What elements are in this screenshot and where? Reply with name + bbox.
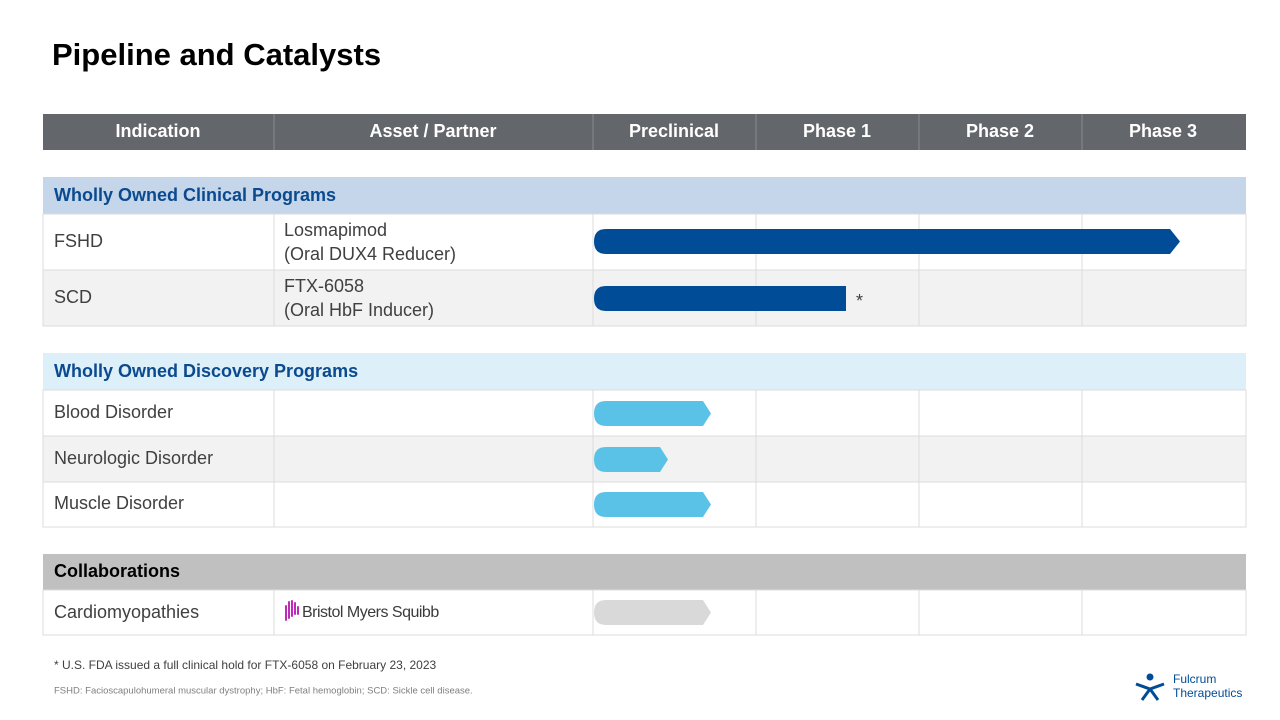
slide-title: Pipeline and Catalysts xyxy=(52,37,381,72)
column-header: Asset / Partner xyxy=(369,121,496,141)
section: Collaborations Cardiomyopathies Bristol … xyxy=(42,554,1247,636)
logo-icon xyxy=(1135,682,1165,701)
logo-text: Therapeutics xyxy=(1173,686,1242,700)
asset: Losmapimod xyxy=(284,220,387,240)
indication: FSHD xyxy=(54,231,103,251)
company-logo: Fulcrum Therapeutics xyxy=(1135,672,1242,701)
section: Wholly Owned Discovery Programs Blood Di… xyxy=(42,353,1247,528)
section-bg xyxy=(43,177,1246,214)
progress-bar xyxy=(594,401,711,426)
section-bg xyxy=(43,353,1246,390)
footnote: FSHD: Facioscapulohumeral muscular dystr… xyxy=(54,686,473,697)
progress-bar xyxy=(594,286,846,311)
section-title: Wholly Owned Discovery Programs xyxy=(54,361,358,381)
asset: FTX-6058 xyxy=(284,276,364,296)
table-header: Indication Asset / Partner Preclinical P… xyxy=(43,114,1246,150)
column-header: Phase 3 xyxy=(1129,121,1197,141)
column-header: Phase 1 xyxy=(803,121,871,141)
asset-detail: (Oral DUX4 Reducer) xyxy=(284,244,456,264)
logo-icon xyxy=(1146,673,1154,681)
indication: Cardiomyopathies xyxy=(54,602,199,622)
note-mark: * xyxy=(856,291,863,311)
indication: Muscle Disorder xyxy=(54,493,184,513)
indication: Blood Disorder xyxy=(54,402,173,422)
footnote: * U.S. FDA issued a full clinical hold f… xyxy=(54,658,437,672)
progress-bar xyxy=(594,447,668,472)
section-title: Collaborations xyxy=(54,561,180,581)
section: Wholly Owned Clinical Programs FSHD Losm… xyxy=(42,177,1247,327)
section-title: Wholly Owned Clinical Programs xyxy=(54,185,336,205)
logo-text: Fulcrum xyxy=(1173,672,1216,686)
column-header: Preclinical xyxy=(629,121,719,141)
header-bg xyxy=(43,114,1246,150)
progress-bar xyxy=(594,492,711,517)
partner-logo-icon xyxy=(285,600,299,621)
progress-bar xyxy=(594,600,711,625)
column-header: Phase 2 xyxy=(966,121,1034,141)
section-bg xyxy=(43,554,1246,590)
indication: SCD xyxy=(54,287,92,307)
progress-bar xyxy=(594,229,1180,254)
column-header: Indication xyxy=(116,121,201,141)
indication: Neurologic Disorder xyxy=(54,448,213,468)
asset-detail: (Oral HbF Inducer) xyxy=(284,300,434,320)
partner-name: Bristol Myers Squibb xyxy=(302,604,439,621)
